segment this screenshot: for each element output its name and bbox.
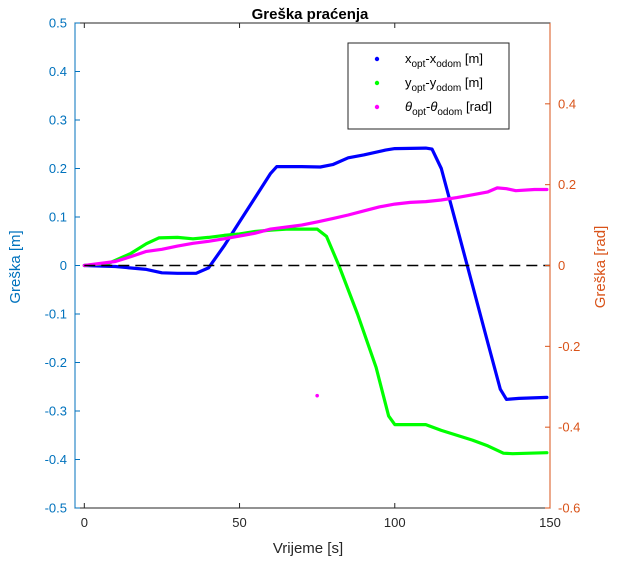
legend-entry-2: yopt-yodom [m] bbox=[405, 75, 483, 94]
y-axis-label-left: Greška [m] bbox=[7, 230, 24, 303]
y-right-tick-label-1: -0.4 bbox=[558, 420, 580, 435]
ticks-layer: 0 50 100 150 -0.5 -0.4 -0.3 -0.2 -0.1 0 0.1 0.2 0.3 0… bbox=[45, 16, 581, 531]
outlier-point-1 bbox=[315, 393, 319, 398]
legend-entry-1: xopt-xodom [m] bbox=[405, 51, 483, 70]
y-axis-label-right: Greška [rad] bbox=[592, 226, 609, 309]
y-right-tick-label-2: -0.2 bbox=[558, 339, 580, 354]
y-left-tick-label-2: -0.3 bbox=[45, 404, 67, 419]
x-tick-label-1: 50 bbox=[232, 515, 246, 530]
y-left-tick-label-9: 0.4 bbox=[49, 64, 67, 79]
legend: xopt-xodom [m] yopt-yodom [m] θopt-θodom [… bbox=[347, 42, 510, 130]
series-line-3 bbox=[82, 186, 549, 268]
y-left-tick-label-7: 0.2 bbox=[49, 161, 67, 176]
x-tick-label-0: 0 bbox=[81, 515, 88, 530]
y-right-tick-label-5: 0.4 bbox=[558, 96, 576, 111]
y-left-tick-label-8: 0.3 bbox=[49, 113, 67, 128]
legend-marker-1 bbox=[374, 56, 380, 62]
legend-marker-2 bbox=[374, 80, 380, 86]
x-axis-label: Vrijeme [s] bbox=[273, 540, 343, 557]
y-right-tick-label-3: 0 bbox=[558, 258, 565, 273]
series-line-2 bbox=[82, 227, 549, 456]
y-left-tick-label-4: -0.1 bbox=[45, 307, 67, 322]
y-left-tick-label-1: -0.4 bbox=[45, 452, 67, 467]
y-right-tick-label-4: 0.2 bbox=[558, 177, 576, 192]
y-left-tick-label-10: 0.5 bbox=[49, 16, 67, 31]
series-layer bbox=[82, 146, 549, 456]
legend-box bbox=[347, 42, 510, 130]
chart-title: Greška praćenja bbox=[252, 6, 369, 23]
legend-marker-3 bbox=[374, 104, 380, 110]
series-line-1 bbox=[82, 146, 549, 401]
y-left-tick-label-3: -0.2 bbox=[45, 355, 67, 370]
y-right-tick-label-0: -0.6 bbox=[558, 501, 580, 516]
y-left-tick-label-6: 0.1 bbox=[49, 210, 67, 225]
x-tick-label-3: 150 bbox=[539, 515, 561, 530]
legend-entry-3: θopt-θodom [rad] bbox=[405, 99, 492, 118]
x-tick-label-2: 100 bbox=[384, 515, 406, 530]
y-left-tick-label-5: 0 bbox=[60, 258, 67, 273]
y-left-tick-label-0: -0.5 bbox=[45, 501, 67, 516]
